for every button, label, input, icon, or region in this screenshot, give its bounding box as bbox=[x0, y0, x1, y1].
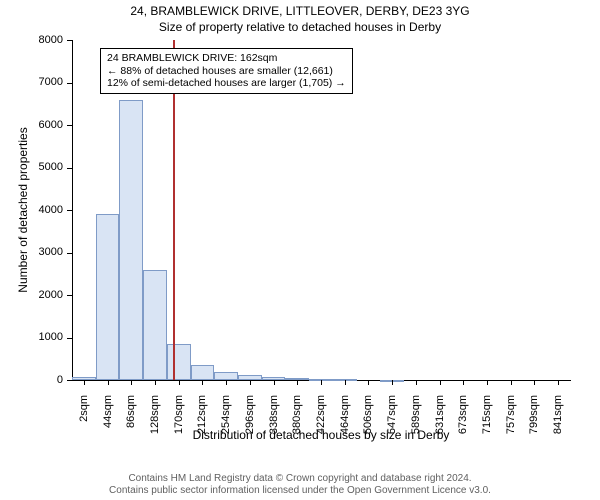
xtick-mark bbox=[179, 380, 180, 385]
ytick-mark bbox=[67, 83, 72, 84]
ytick-label: 6000 bbox=[0, 119, 63, 131]
chart-subtitle: Size of property relative to detached ho… bbox=[0, 20, 600, 34]
histogram-bar bbox=[167, 344, 191, 380]
xtick-mark bbox=[558, 380, 559, 385]
annotation-line: ← 88% of detached houses are smaller (12… bbox=[107, 65, 346, 78]
ytick-mark bbox=[67, 40, 72, 41]
histogram-bar bbox=[143, 270, 167, 381]
footer-line: Contains public sector information licen… bbox=[0, 485, 600, 497]
x-axis-label: Distribution of detached houses by size … bbox=[72, 428, 570, 442]
xtick-mark bbox=[202, 380, 203, 385]
xtick-mark bbox=[463, 380, 464, 385]
histogram-bar bbox=[119, 100, 143, 381]
xtick-mark bbox=[226, 380, 227, 385]
xtick-mark bbox=[440, 380, 441, 385]
annotation-line: 24 BRAMBLEWICK DRIVE: 162sqm bbox=[107, 52, 346, 65]
ytick-mark bbox=[67, 295, 72, 296]
xtick-mark bbox=[297, 380, 298, 385]
xtick-mark bbox=[392, 380, 393, 385]
ytick-label: 3000 bbox=[0, 246, 63, 258]
histogram-bar bbox=[214, 372, 238, 380]
footer-attribution: Contains HM Land Registry data © Crown c… bbox=[0, 473, 600, 496]
xtick-mark bbox=[416, 380, 417, 385]
xtick-mark bbox=[84, 380, 85, 385]
ytick-mark bbox=[67, 253, 72, 254]
histogram-bar bbox=[191, 365, 215, 380]
ytick-mark bbox=[67, 380, 72, 381]
ytick-label: 5000 bbox=[0, 161, 63, 173]
ytick-mark bbox=[67, 125, 72, 126]
xtick-mark bbox=[131, 380, 132, 385]
ytick-label: 0 bbox=[0, 374, 63, 386]
xtick-mark bbox=[511, 380, 512, 385]
ytick-label: 4000 bbox=[0, 204, 63, 216]
annotation-line: 12% of semi-detached houses are larger (… bbox=[107, 77, 346, 90]
annotation-box: 24 BRAMBLEWICK DRIVE: 162sqm← 88% of det… bbox=[100, 48, 353, 94]
footer-line: Contains HM Land Registry data © Crown c… bbox=[0, 473, 600, 485]
chart-title-address: 24, BRAMBLEWICK DRIVE, LITTLEOVER, DERBY… bbox=[0, 4, 600, 18]
ytick-label: 1000 bbox=[0, 331, 63, 343]
ytick-mark bbox=[67, 210, 72, 211]
xtick-mark bbox=[345, 380, 346, 385]
ytick-mark bbox=[67, 168, 72, 169]
ytick-label: 2000 bbox=[0, 289, 63, 301]
xtick-mark bbox=[534, 380, 535, 385]
histogram-bar bbox=[96, 214, 120, 380]
xtick-mark bbox=[274, 380, 275, 385]
xtick-mark bbox=[155, 380, 156, 385]
xtick-mark bbox=[108, 380, 109, 385]
xtick-mark bbox=[368, 380, 369, 385]
xtick-mark bbox=[321, 380, 322, 385]
xtick-mark bbox=[250, 380, 251, 385]
ytick-mark bbox=[67, 338, 72, 339]
xtick-mark bbox=[487, 380, 488, 385]
ytick-label: 8000 bbox=[0, 34, 63, 46]
y-axis-label: Number of detached properties bbox=[16, 40, 30, 380]
ytick-label: 7000 bbox=[0, 76, 63, 88]
